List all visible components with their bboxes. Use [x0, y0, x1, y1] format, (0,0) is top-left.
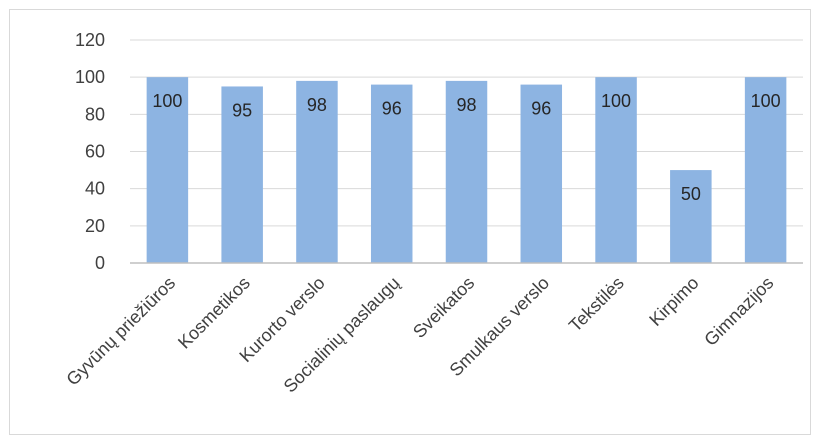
y-tick-label: 120: [75, 30, 105, 50]
data-label: 100: [751, 91, 781, 111]
y-tick-label: 20: [85, 216, 105, 236]
bar: [520, 84, 563, 263]
data-label: 96: [531, 99, 551, 119]
x-tick-label: Tekstilės: [565, 273, 628, 336]
bar: [670, 170, 712, 263]
x-tick-label: Gimnazijos: [700, 273, 777, 350]
data-label: 95: [232, 100, 252, 120]
x-tick-label: Gyvūnų priežiūros: [62, 273, 179, 390]
bar: [445, 80, 488, 263]
x-tick-label: Kosmetikos: [174, 273, 254, 353]
bar: [744, 77, 787, 264]
x-tick-label: Sveikatos: [409, 273, 478, 342]
data-label: 100: [601, 91, 631, 111]
y-tick-label: 0: [95, 253, 105, 273]
data-label: 98: [307, 95, 327, 115]
bar: [296, 80, 338, 263]
bar: [146, 77, 189, 264]
data-label: 98: [456, 95, 476, 115]
bar: [221, 86, 263, 263]
data-label: 100: [152, 91, 182, 111]
y-tick-label: 40: [85, 179, 105, 199]
data-label: 96: [382, 99, 402, 119]
bar: [370, 84, 413, 263]
data-label: 50: [681, 184, 701, 204]
y-tick-label: 100: [75, 67, 105, 87]
x-tick-label: Kirpimo: [645, 273, 702, 330]
y-tick-label: 60: [85, 142, 105, 162]
y-tick-label: 80: [85, 104, 105, 124]
bars: [146, 77, 787, 264]
bar: [595, 77, 637, 264]
